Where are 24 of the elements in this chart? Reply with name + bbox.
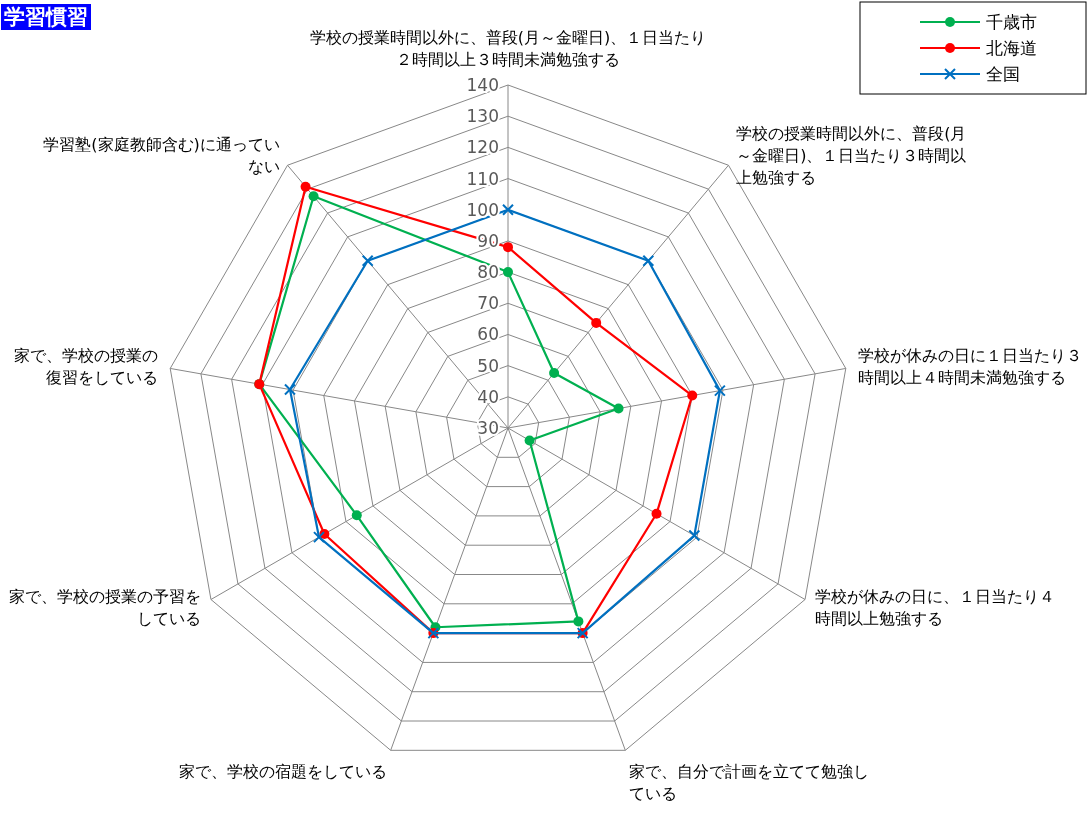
y-tick-label: 60 <box>477 324 499 345</box>
legend-label: 千歳市 <box>986 12 1037 32</box>
y-tick-label: 30 <box>477 418 499 438</box>
y-tick-label: 100 <box>466 199 499 220</box>
y-tick-label: 70 <box>477 293 499 314</box>
y-tick-label: 50 <box>477 355 499 376</box>
spoke-label: 学校が休みの日に１日当たり３時間以上４時間未満勉強する <box>857 346 1082 388</box>
y-tick-label: 110 <box>466 168 499 189</box>
spoke-label: 学習塾(家庭教師含む)に通っていない <box>43 134 280 176</box>
y-tick-label: 120 <box>466 137 499 158</box>
spoke-label: 家で、学校の授業の予習をしている <box>8 586 201 628</box>
spoke-label: 家で、学校の授業の復習をしている <box>14 346 159 388</box>
y-tick-label: 140 <box>466 75 499 95</box>
y-tick-label: 40 <box>477 386 499 407</box>
spoke-label: 家で、学校の宿題をしている <box>178 762 387 782</box>
y-tick-label: 130 <box>466 106 499 127</box>
spoke-label: 学校の授業時間以外に、普段(月～金曜日)、１日当たり３時間以上勉強する <box>736 123 967 187</box>
y-tick-label: 80 <box>477 262 499 283</box>
spoke-label: 家で、自分で計画を立てて勉強している <box>629 762 870 804</box>
legend-label: 北海道 <box>986 38 1037 58</box>
title: 学習慣習 <box>1 4 91 30</box>
spoke-label: 学校が休みの日に、１日当たり４時間以上勉強する <box>815 586 1056 628</box>
spoke-label: 学校の授業時間以外に、普段(月～金曜日)、１日当たり２時間以上３時間未満勉強する <box>309 28 707 69</box>
legend-label: 全国 <box>986 64 1020 84</box>
